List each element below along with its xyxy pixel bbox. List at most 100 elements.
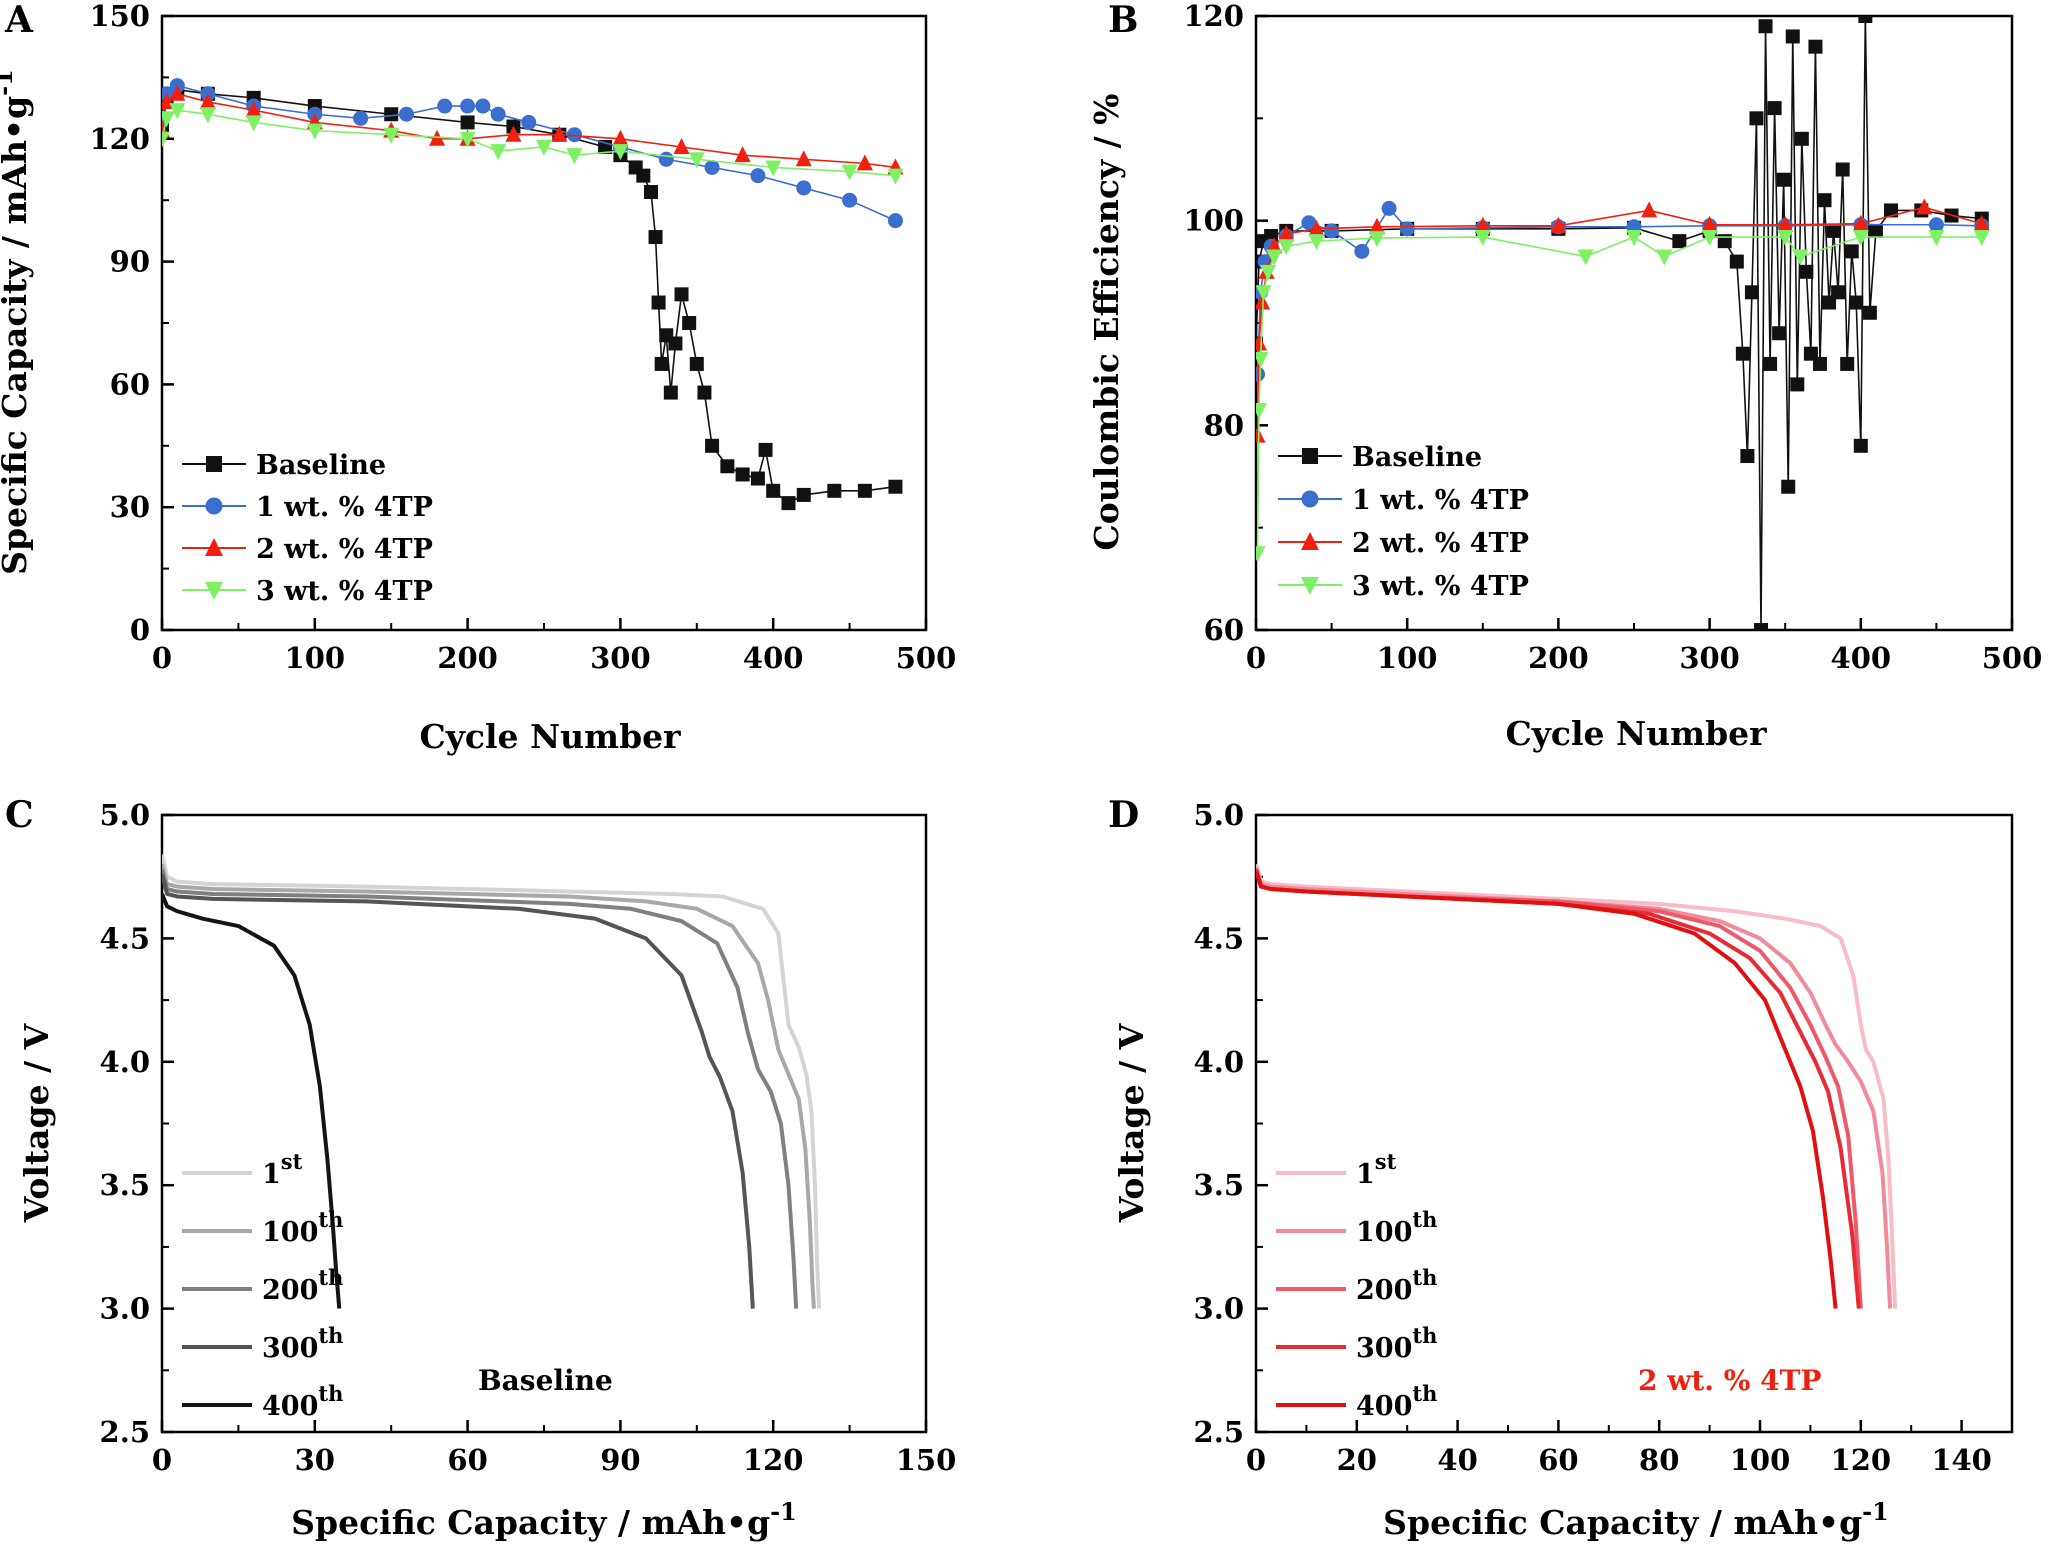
legend-item: 1 wt. % 4TP [182,492,433,523]
data-point [1701,230,1718,247]
data-point [668,336,683,351]
data-point [796,180,812,196]
y-tick-label: 150 [89,0,150,33]
legend-label: 300th [262,1323,343,1364]
legend-marker [206,456,222,472]
legend-item: 200th [182,1265,343,1306]
series-line [162,854,822,1309]
data-point [697,385,712,400]
data-point [1474,216,1491,233]
y-tick-label: 4.5 [1194,921,1244,955]
x-tick-label: 500 [896,641,957,675]
legend-label: 100th [1356,1207,1437,1248]
data-point [1763,356,1778,371]
series-a-3 [162,103,904,185]
data-point [1324,223,1340,239]
y-tick-label: 60 [1204,613,1244,647]
y-axis-title: Voltage / V [17,1022,56,1223]
data-point [887,213,903,229]
panel-c: C 0 30 60 90 120 150 2.5 3.0 3.5 4.0 4.5 5.0 Specific… [5,794,956,1542]
x-axis-title: Specific Capacity / mAh•g-1 [1383,1497,1889,1542]
data-point [1368,217,1385,234]
data-point [490,106,506,122]
legend-item: 100th [182,1207,343,1248]
legend-label: 3 wt. % 4TP [256,576,433,607]
data-point [162,131,170,148]
data-point [1781,479,1796,494]
data-point [651,295,666,310]
series-line [162,88,896,505]
data-point [1717,234,1732,249]
legend-item: 1 wt. % 4TP [1278,485,1529,516]
x-axis-title: Cycle Number [1505,714,1767,753]
data-point [682,316,697,330]
legend: Baseline 1 wt. % 4TP 2 wt. % 4TP 3 wt. % 4T… [1278,442,1529,602]
data-point [673,137,690,154]
data-point [674,287,689,302]
data-point [566,148,583,165]
data-point [1916,198,1933,215]
series-line [162,873,755,1309]
y-tick-label: 90 [110,245,150,279]
series-c-2 [162,868,799,1309]
legend-marker [205,497,223,515]
y-tick-label: 3.0 [1194,1292,1244,1326]
data-point [245,115,262,132]
legend-item: 2 wt. % 4TP [182,534,433,565]
data-point [199,92,216,109]
data-point [720,459,735,474]
legend-label-sup: th [1412,1323,1437,1348]
legend-marker [1301,577,1319,595]
legend-label-sup: st [1375,1149,1397,1174]
legend-marker [1302,448,1318,464]
data-point [1928,217,1944,233]
legend-marker [205,582,223,600]
data-point [758,442,773,457]
data-point [1868,223,1883,238]
data-point [1844,244,1859,259]
series-line [1256,206,1982,436]
data-point [1381,200,1397,216]
series-c-4 [162,893,342,1309]
series-line [1256,868,1861,1309]
data-point [505,125,522,142]
legend-label: Baseline [256,450,386,481]
data-point [1852,214,1869,231]
data-point [1278,239,1295,256]
data-point [1794,131,1809,146]
series-a-1 [162,78,903,229]
x-tick-label: 90 [600,1443,640,1477]
data-point [1256,546,1266,563]
legend-label: 400th [262,1381,343,1422]
data-point [1256,334,1268,351]
x-tick-label: 0 [1246,1443,1266,1477]
legend-label: 1st [1356,1149,1397,1190]
x-tick-label: 0 [152,641,172,675]
x-tick-label: 120 [1831,1443,1892,1477]
data-point [1641,201,1658,218]
data-point [1862,305,1877,320]
x-tick-label: 150 [896,1443,957,1477]
x-axis-title: Cycle Number [419,717,681,756]
panel-a: A 0 100 200 300 400 500 0 30 60 90 120 150 Cycle Numb… [0,0,956,756]
y-tick-label: 5.0 [1194,798,1244,832]
data-point [521,114,537,130]
x-tick-label: 200 [1528,641,1589,675]
data-point [1266,237,1283,254]
data-point [162,111,175,128]
series-b-3 [1256,230,1990,563]
series-line [162,92,896,169]
data-point [353,110,369,126]
x-tick-label: 500 [1982,641,2043,675]
data-point [1577,249,1594,266]
data-point [766,483,781,498]
legend-label: 1 wt. % 4TP [256,492,433,523]
data-point [1729,254,1744,269]
series-c-0 [162,854,822,1309]
data-point [1354,243,1370,259]
legend-label: 200th [1356,1265,1437,1306]
series-a-0 [162,82,903,511]
y-tick-label: 3.5 [1194,1168,1244,1202]
data-point [1656,249,1673,266]
data-point [1626,230,1642,247]
